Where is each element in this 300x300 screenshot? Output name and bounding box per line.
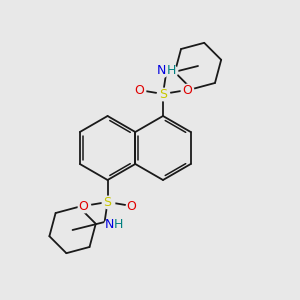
Text: S: S: [159, 88, 167, 100]
Text: O: O: [127, 200, 136, 212]
Text: O: O: [182, 83, 192, 97]
Text: N: N: [105, 218, 114, 232]
Text: O: O: [79, 200, 88, 212]
Text: H: H: [114, 218, 123, 232]
Text: O: O: [134, 83, 144, 97]
Text: H: H: [166, 64, 176, 77]
Text: S: S: [103, 196, 112, 208]
Text: N: N: [156, 64, 166, 77]
